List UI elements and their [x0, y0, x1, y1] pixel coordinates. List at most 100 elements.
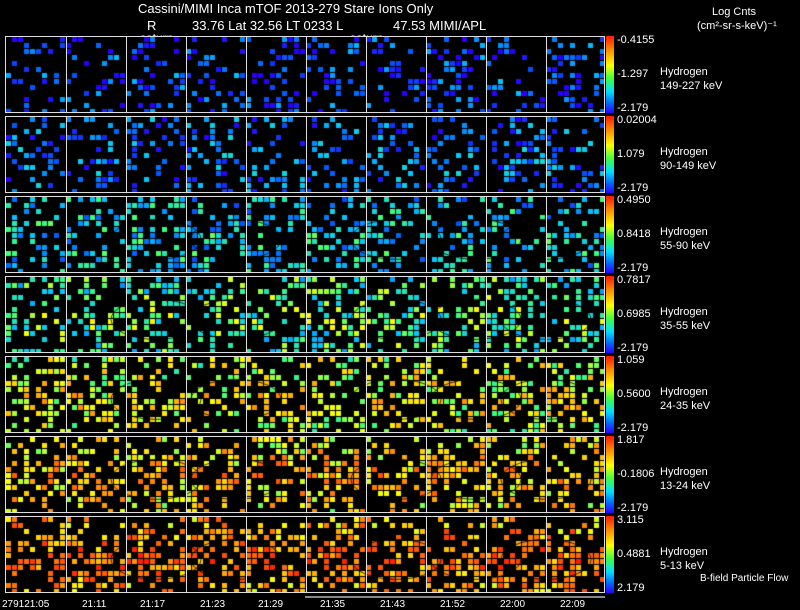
time-tick-label: 21:29	[258, 599, 284, 610]
time-gridline	[246, 437, 247, 512]
panel-energy-label: 24-35 keV	[660, 400, 711, 412]
time-gridline	[126, 197, 127, 272]
colorbar-min-label: 2.179	[617, 582, 645, 594]
time-gridline	[126, 437, 127, 512]
time-gridline	[486, 517, 487, 592]
spectrogram-image	[6, 357, 604, 432]
panel-energy-label: 13-24 keV	[660, 480, 711, 492]
panel-species-label: Hydrogen	[660, 66, 708, 78]
time-gridline	[66, 117, 67, 192]
time-gridline	[186, 37, 187, 112]
colorbar	[606, 196, 614, 273]
colorbar-mid-label: -1.297	[617, 68, 649, 80]
colorbar-mid-label: 0.8418	[617, 228, 651, 240]
time-gridline	[186, 357, 187, 432]
colorbar-min-label: -2.179	[617, 262, 649, 274]
time-gridline	[126, 117, 127, 192]
time-gridline	[426, 277, 427, 352]
spectrogram-image	[6, 277, 604, 352]
panel-species-label: Hydrogen	[660, 226, 708, 238]
time-gridline	[186, 117, 187, 192]
panel-species-label: Hydrogen	[660, 386, 708, 398]
time-gridline	[366, 117, 367, 192]
time-tick-label: 21:43	[380, 599, 406, 610]
footer-label: B-field Particle Flow	[700, 573, 789, 584]
colorbar-min-label: -2.179	[617, 422, 649, 434]
time-tick-label: 22:00	[500, 599, 526, 610]
time-gridline	[66, 437, 67, 512]
time-gridline	[246, 197, 247, 272]
time-gridline	[426, 117, 427, 192]
chart-title: Cassini/MIMI Inca mTOF 2013-279 Stare Io…	[138, 1, 434, 16]
time-gridline	[426, 517, 427, 592]
colorbar-max-label: 0.7817	[617, 274, 651, 286]
colorbar-min-label: -2.179	[617, 102, 649, 114]
time-gridline	[366, 357, 367, 432]
time-gridline	[246, 517, 247, 592]
colorbar-min-label: -2.179	[617, 502, 649, 514]
time-gridline	[126, 37, 127, 112]
time-gridline	[186, 437, 187, 512]
colorbar-max-label: 1.817	[617, 434, 645, 446]
panel-species-label: Hydrogen	[660, 466, 708, 478]
time-gridline	[366, 37, 367, 112]
time-gridline	[186, 277, 187, 352]
time-gridline	[426, 197, 427, 272]
time-gridline	[546, 197, 547, 272]
spectrogram-panel	[5, 516, 605, 593]
time-gridline	[306, 357, 307, 432]
panel-energy-label: 90-149 keV	[660, 160, 717, 172]
time-gridline	[546, 37, 547, 112]
colorbar-mid-label: -0.1806	[617, 468, 655, 480]
time-gridline	[306, 517, 307, 592]
position-label-r: R	[147, 18, 157, 33]
spectrogram-image	[6, 437, 604, 512]
time-gridline	[426, 437, 427, 512]
time-gridline	[186, 197, 187, 272]
colorbar-mid-label: 0.4881	[617, 548, 651, 560]
time-gridline	[306, 197, 307, 272]
time-gridline	[246, 277, 247, 352]
colorbar-max-label: 3.115	[617, 514, 644, 526]
colorbar	[606, 276, 614, 353]
time-gridline	[66, 357, 67, 432]
time-tick-label: 21:11	[82, 599, 107, 610]
colorbar-mid-label: 1.079	[617, 148, 645, 160]
time-gridline	[546, 357, 547, 432]
time-gridline	[486, 37, 487, 112]
colorbar-mid-label: 0.6985	[617, 308, 651, 320]
time-gridline	[126, 357, 127, 432]
time-gridline	[306, 117, 307, 192]
spectrogram-panel	[5, 356, 605, 433]
panel-energy-label: 149-227 keV	[660, 80, 723, 92]
time-gridline	[366, 197, 367, 272]
time-gridline	[246, 37, 247, 112]
time-gridline	[426, 37, 427, 112]
time-tick-label: 21:52	[440, 599, 466, 610]
time-gridline	[546, 437, 547, 512]
colorbar-max-label: 1.059	[617, 354, 645, 366]
panel-species-label: Hydrogen	[660, 306, 708, 318]
colorbar-mid-label: 0.5600	[617, 388, 651, 400]
time-tick-label: 21:17	[140, 599, 166, 610]
spectrogram-image	[6, 197, 604, 272]
position-values: 33.76 Lat 32.56 LT 0233 L	[192, 18, 344, 33]
time-gridline	[66, 517, 67, 592]
panel-energy-label: 35-55 keV	[660, 320, 711, 332]
colorbar	[606, 356, 614, 433]
time-gridline	[486, 117, 487, 192]
time-gridline	[246, 357, 247, 432]
colorbar-max-label: 0.4950	[617, 194, 651, 206]
panel-species-label: Hydrogen	[660, 146, 708, 158]
time-axis-bar	[305, 596, 605, 598]
time-gridline	[546, 277, 547, 352]
time-gridline	[486, 197, 487, 272]
colorbar-max-label: -0.4155	[617, 34, 655, 46]
time-tick-label: 21:23	[200, 599, 226, 610]
time-gridline	[126, 517, 127, 592]
colorbar	[606, 436, 614, 513]
colorbar	[606, 36, 614, 113]
time-gridline	[426, 357, 427, 432]
time-gridline	[546, 517, 547, 592]
time-tick-label: 279121:05	[2, 599, 50, 610]
